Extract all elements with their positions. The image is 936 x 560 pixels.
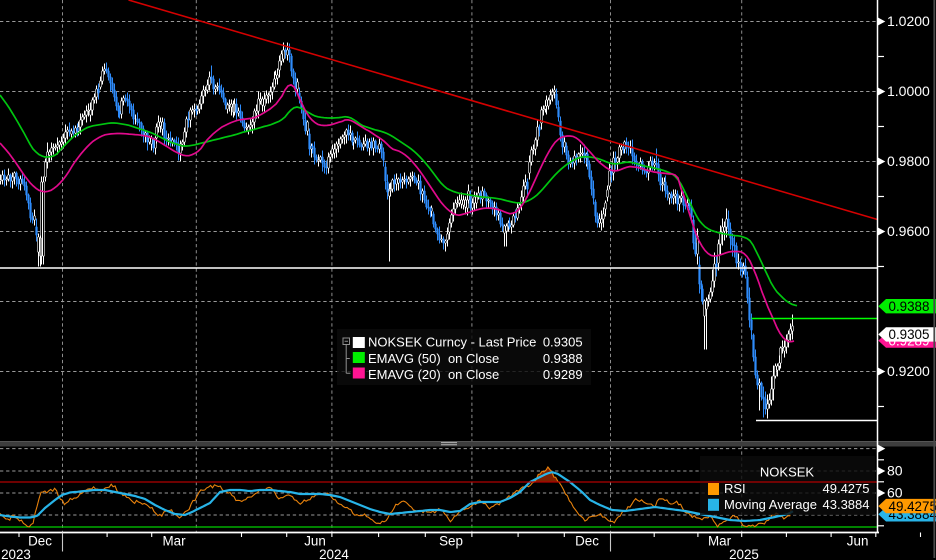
svg-text:49.4275: 49.4275 bbox=[889, 499, 936, 514]
svg-text:NOKSEK Curncy - Last Price: NOKSEK Curncy - Last Price bbox=[368, 335, 536, 350]
svg-text:0.9600: 0.9600 bbox=[887, 223, 930, 239]
svg-text:2023: 2023 bbox=[1, 547, 31, 560]
svg-text:0.9388: 0.9388 bbox=[889, 299, 930, 314]
svg-text:Mar: Mar bbox=[162, 534, 186, 549]
svg-text:Dec: Dec bbox=[575, 534, 599, 549]
svg-text:60: 60 bbox=[887, 485, 903, 501]
svg-text:1.0000: 1.0000 bbox=[887, 83, 930, 99]
svg-text:80: 80 bbox=[887, 463, 903, 479]
svg-text:43.3884: 43.3884 bbox=[823, 497, 870, 512]
svg-text:Dec: Dec bbox=[28, 534, 52, 549]
svg-text:2025: 2025 bbox=[729, 547, 759, 560]
svg-text:0.9305: 0.9305 bbox=[543, 335, 583, 350]
svg-text:NOKSEK: NOKSEK bbox=[760, 465, 815, 480]
svg-text:1.0200: 1.0200 bbox=[887, 13, 930, 29]
svg-text:Jun: Jun bbox=[847, 534, 869, 549]
svg-text:0.9200: 0.9200 bbox=[887, 363, 930, 379]
svg-text:0.9305: 0.9305 bbox=[889, 327, 930, 342]
svg-text:Sep: Sep bbox=[439, 534, 463, 549]
svg-text:Jun: Jun bbox=[304, 534, 326, 549]
svg-text:RSI: RSI bbox=[724, 481, 746, 496]
svg-text:49.4275: 49.4275 bbox=[823, 481, 870, 496]
svg-text:EMAVG (20) on Close: EMAVG (20) on Close bbox=[368, 367, 499, 382]
svg-text:2024: 2024 bbox=[319, 547, 349, 560]
svg-text:0.9800: 0.9800 bbox=[887, 153, 930, 169]
svg-text:Moving Average: Moving Average bbox=[724, 497, 817, 512]
svg-text:0.9388: 0.9388 bbox=[543, 351, 583, 366]
svg-text:EMAVG (50) on Close: EMAVG (50) on Close bbox=[368, 351, 499, 366]
svg-text:0.9289: 0.9289 bbox=[543, 367, 583, 382]
svg-text:Mar: Mar bbox=[708, 534, 732, 549]
